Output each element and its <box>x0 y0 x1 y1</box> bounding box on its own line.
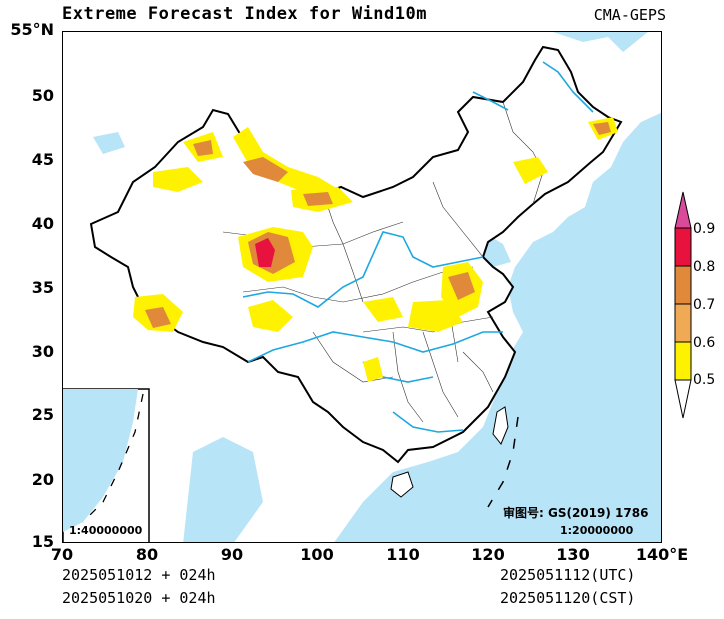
colorbar <box>674 191 692 419</box>
model-name: CMA-GEPS <box>593 6 666 24</box>
valid-time-utc: 2025051112(UTC) <box>500 566 636 584</box>
sea-north <box>553 32 648 52</box>
sea-area-east <box>334 112 661 542</box>
map-canvas <box>63 32 661 542</box>
init-time-cst: 2025051020 + 024h <box>62 589 216 607</box>
colorbar-label-0.5: 0.5 <box>693 372 716 388</box>
hainan <box>390 471 414 498</box>
colorbar-label-0.7: 0.7 <box>693 297 716 313</box>
sea-south-west <box>183 437 263 542</box>
colorbar-0.6-0.7 <box>674 303 692 343</box>
colorbar-0.5-0.6 <box>674 341 692 381</box>
lat-tick-20: 20 <box>31 470 54 489</box>
valid-time-cst: 2025051120(CST) <box>500 589 636 607</box>
inset-dash <box>82 393 144 523</box>
inset-coast <box>63 389 138 532</box>
lat-tick-45: 45 <box>31 150 54 169</box>
lon-tick-80: 80 <box>135 545 159 564</box>
colorbar-label-0.6: 0.6 <box>693 335 716 351</box>
lon-tick-70: 70 <box>50 545 74 564</box>
lon-tick-110: 110 <box>386 545 420 564</box>
dashed-boundary <box>487 416 519 508</box>
lat-tick-25: 25 <box>31 405 54 424</box>
lat-tick-15: 15 <box>31 532 54 551</box>
colorbar-label-0.8: 0.8 <box>693 259 716 275</box>
lon-tick-120: 120 <box>471 545 505 564</box>
lat-tick-50: 50 <box>31 86 54 105</box>
colorbar-0.7-0.8 <box>674 265 692 305</box>
colorbar-top-arrow <box>674 191 692 229</box>
efi-shading <box>133 117 618 382</box>
taiwan <box>492 406 509 445</box>
lon-tick-90: 90 <box>220 545 244 564</box>
chart-title: Extreme Forecast Index for Wind10m <box>62 4 427 24</box>
colorbar-label-0.9: 0.9 <box>693 221 716 237</box>
lat-tick-30: 30 <box>31 342 54 361</box>
lat-tick-40: 40 <box>31 214 54 233</box>
init-time-utc: 2025051012 + 024h <box>62 566 216 584</box>
map-frame: 1:40000000 审图号: GS(2019) 1786 1:20000000 <box>62 31 662 543</box>
lon-tick-100: 100 <box>300 545 334 564</box>
lat-tick-35: 35 <box>31 278 54 297</box>
approval-number: 审图号: GS(2019) 1786 <box>503 506 649 520</box>
lon-tick-130: 130 <box>556 545 590 564</box>
lon-tick-140: 140°E <box>635 545 689 564</box>
main-scale: 1:20000000 <box>560 524 634 537</box>
sea-west-lake <box>93 132 125 154</box>
inset-scale: 1:40000000 <box>69 524 143 537</box>
lat-tick-55: 55°N <box>10 20 54 39</box>
colorbar-bottom-arrow <box>674 379 692 419</box>
colorbar-0.8-0.9 <box>674 227 692 267</box>
